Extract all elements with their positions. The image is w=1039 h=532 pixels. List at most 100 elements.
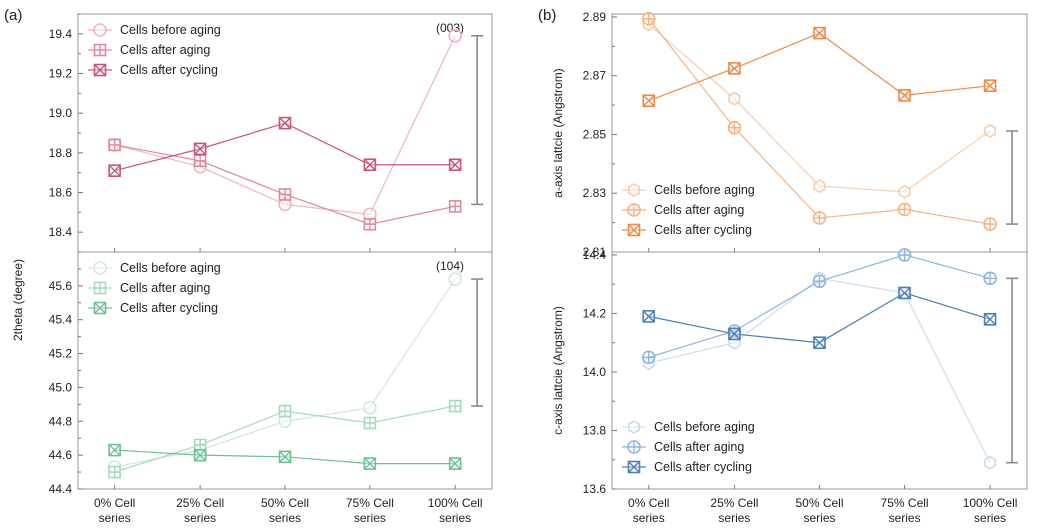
chart-1-series-3-point: [108, 164, 121, 177]
chart-1-legend-label-3: Cells after cycling: [120, 63, 218, 77]
chart-4-series-3-line: [648, 292, 991, 344]
chart-4-series-2-point: [812, 274, 827, 289]
chart-3-ytick-label: 2.83: [583, 186, 607, 200]
chart-4-series-3-point: [898, 286, 911, 300]
x-tick-label-b-0: 0% Cell series: [628, 496, 669, 525]
chart-3-ytick-label: 2.85: [583, 127, 607, 141]
chart-1-legend-label-1: Cells before aging: [120, 23, 221, 37]
chart-4-legend-marker-2: [627, 440, 641, 454]
chart-2-series-1-point: [448, 272, 462, 286]
chart-2-legend-label-3: Cells after cycling: [120, 301, 218, 315]
chart-2-ytick-label: 45.6: [49, 279, 73, 293]
chart-1-series-3-point: [278, 116, 292, 130]
chart-2-legend-marker-2: [93, 281, 107, 295]
chart-3-series-1-line: [648, 23, 991, 193]
chart-3-legend-marker-1: [627, 183, 641, 197]
chart-4-legend-label-2: Cells after aging: [654, 440, 744, 454]
chart-1-ytick-label: 19.2: [49, 67, 73, 81]
chart-3-y-axis-label: a-axis lattcie (Angstrom): [551, 68, 565, 197]
x-tick-label-a-2: 50% Cell series: [261, 496, 309, 525]
chart-3-legend-label-2: Cells after aging: [654, 203, 744, 217]
chart-1-ytick-label: 18.6: [49, 186, 73, 200]
x-tick-label-b-2: 50% Cell series: [795, 496, 843, 525]
chart-4-ytick-label: 14.2: [583, 306, 607, 320]
chart-4-series-3-point: [983, 312, 997, 326]
chart-3-legend-marker-2: [627, 203, 641, 217]
x-tick-label-b-1: 25% Cell series: [710, 496, 758, 525]
chart-3-series-3-point: [813, 26, 826, 40]
panel-label-a: (a): [4, 7, 22, 24]
chart-4-legend-marker-1: [627, 420, 641, 434]
chart-2-series-2-point: [278, 404, 292, 418]
x-tick-label-b-4: 100% Cell series: [963, 496, 1018, 525]
chart-4-legend-label-1: Cells before aging: [654, 420, 755, 434]
chart-4-series-1-line: [648, 277, 991, 463]
chart-4-series-2-point: [641, 350, 656, 365]
chart-2-ytick-label: 45.2: [49, 347, 73, 361]
chart-1-annotation: (003): [436, 21, 464, 35]
chart-3-series-1-point: [898, 184, 911, 199]
chart-2-series-1-line: [114, 278, 456, 468]
chart-3-ytick-label: 2.87: [583, 69, 607, 83]
chart-1-series-2-point: [363, 217, 377, 231]
chart-3-series-3-line: [648, 32, 991, 102]
x-tick-label-a-1: 25% Cell series: [176, 496, 224, 525]
chart-1-series-2-line: [114, 144, 456, 225]
chart-3-series-1-point: [813, 179, 826, 194]
chart-1-series-3-point: [193, 142, 207, 156]
chart-2-annotation: (104): [436, 259, 464, 273]
chart-1-legend-label-2: Cells after aging: [120, 43, 210, 57]
chart-4-y-axis-label: c-axis lattcie (Angstrom): [551, 306, 565, 435]
chart-1-series-1-line: [114, 35, 456, 215]
chart-1-series-3-line: [114, 122, 456, 172]
chart-2-legend-label-2: Cells after aging: [120, 281, 210, 295]
chart-1-series-3-point: [448, 158, 462, 172]
chart-2-ytick-label: 44.8: [49, 414, 73, 428]
chart-4-legend-marker-3: [627, 460, 641, 474]
chart-2-series-3-point: [278, 450, 292, 464]
chart-3-legend-marker-3: [627, 223, 641, 237]
chart-1-series-2-point: [193, 154, 207, 168]
chart-4-series-3-point: [728, 327, 741, 341]
chart-1-series-2-point: [278, 188, 292, 201]
chart-1-legend-marker-3: [93, 63, 107, 77]
chart-3-legend-label-3: Cells after cycling: [654, 223, 752, 237]
chart-2-series-1-point: [363, 400, 377, 415]
x-tick-label-b-3: 75% Cell series: [881, 496, 929, 525]
chart-1-legend-marker-2: [93, 43, 107, 57]
chart-4-series-3-point: [642, 310, 656, 323]
chart-4-ytick-label: 14.4: [583, 248, 607, 262]
chart-1-ytick-label: 19.4: [49, 27, 73, 41]
chart-1-legend-marker-1: [93, 23, 107, 37]
chart-3-series-1-point: [984, 124, 997, 138]
chart-1-series-3-point: [363, 158, 377, 172]
chart-1-series-2-point: [448, 200, 462, 213]
chart-1-ytick-label: 18.8: [49, 146, 73, 160]
chart-2-legend-marker-1: [93, 261, 107, 275]
chart-3-series-2-point: [641, 11, 656, 26]
panel-label-b: (b): [538, 7, 556, 24]
chart-2-series-2-point: [363, 416, 377, 430]
chart-3-series-2-point: [897, 202, 912, 217]
chart-2-series-3-point: [448, 457, 462, 470]
chart-2-legend-marker-3: [93, 301, 107, 315]
chart-2-legend-label-1: Cells before aging: [120, 261, 221, 275]
chart-4-series-3-point: [813, 336, 826, 350]
chart-3-series-3-point: [728, 62, 741, 75]
chart-4-series-1-point: [984, 455, 997, 470]
chart-2-ytick-label: 45.0: [49, 380, 73, 394]
chart-2-series-3-point: [363, 457, 377, 470]
chart-2-series-2-point: [108, 465, 121, 479]
x-tick-label-a-0: 0% Cell series: [94, 496, 135, 525]
chart-2-series-3-point: [193, 448, 207, 462]
chart-4-series-2-point: [897, 248, 912, 262]
y-axis-label: 2theta (degree): [11, 259, 25, 341]
chart-2-series-3-point: [108, 443, 121, 457]
chart-3-series-3-point: [983, 79, 997, 92]
x-tick-label-a-3: 75% Cell series: [346, 496, 394, 525]
chart-2-ytick-label: 44.4: [49, 482, 73, 496]
chart-3-legend-label-1: Cells before aging: [654, 183, 755, 197]
x-tick-label-a-4: 100% Cell series: [428, 496, 483, 525]
chart-4-ytick-label: 14.0: [583, 365, 607, 379]
